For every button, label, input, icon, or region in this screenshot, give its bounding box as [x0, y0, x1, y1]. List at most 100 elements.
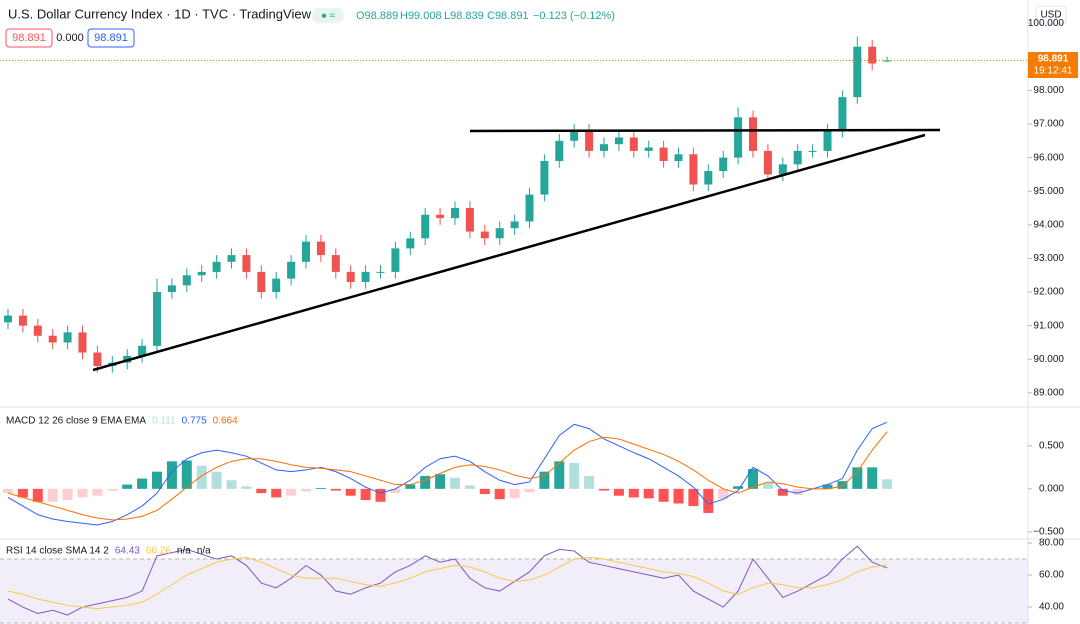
ohlc-change: −0.123 (−0.12%)	[533, 10, 615, 22]
histogram-bar	[599, 488, 609, 491]
candle-body	[704, 171, 713, 185]
candle-body	[465, 208, 474, 232]
y-tick-label: 95.000	[1033, 186, 1064, 197]
candle-body	[331, 255, 340, 272]
histogram-bar	[494, 488, 505, 500]
histogram-bar	[166, 461, 177, 489]
candle-body	[659, 147, 668, 161]
buy-price: 98.891	[94, 32, 128, 44]
y-tick-label: 93.000	[1033, 253, 1064, 264]
candle-body	[33, 325, 42, 336]
y-tick-label: 94.000	[1033, 219, 1064, 230]
histogram-bar	[524, 488, 535, 493]
currency-button[interactable]	[1035, 5, 1067, 25]
candle-body	[629, 137, 638, 151]
histogram-bar	[539, 471, 550, 489]
countdown: 19:12:41	[1034, 66, 1073, 77]
candle-body	[525, 194, 534, 222]
trend-line	[92, 133, 926, 372]
histogram-bar	[330, 488, 341, 491]
histogram-bar	[360, 488, 371, 501]
candle-body	[510, 221, 519, 229]
histogram-bar	[390, 488, 401, 494]
ohlc-close: C98.891	[487, 10, 529, 22]
histogram-bar	[32, 488, 43, 502]
candle-body	[287, 261, 296, 279]
histogram-bar	[509, 488, 520, 499]
candle-body	[614, 137, 623, 145]
histogram-bar	[211, 471, 222, 489]
histogram-bar	[226, 480, 237, 489]
candle-body	[361, 271, 370, 282]
candle-body	[316, 241, 325, 256]
y-tick-label: 97.000	[1033, 119, 1064, 130]
histogram-bar	[762, 482, 773, 489]
rsi-band	[0, 559, 1028, 624]
candle-body	[644, 147, 653, 151]
indicator-line	[7, 421, 888, 526]
histogram-bar	[256, 488, 267, 494]
indicator-title: RSI 14 close SMA 14 2	[6, 546, 109, 557]
candle-body	[495, 228, 504, 239]
histogram-bar	[181, 460, 192, 489]
candle-body	[212, 261, 221, 272]
histogram-bar	[822, 484, 833, 489]
legend-value: 0.775	[182, 416, 207, 427]
histogram-bar	[345, 488, 356, 496]
price-tag-value: 98.891	[1038, 54, 1069, 65]
histogram-bar	[777, 488, 788, 496]
candle-body	[585, 130, 594, 151]
histogram-bar	[584, 475, 595, 489]
candle-body	[853, 46, 862, 98]
histogram-bar	[107, 488, 118, 491]
candle-body	[63, 332, 72, 343]
y-tick-label: 90.000	[1033, 354, 1064, 365]
candle-body	[570, 130, 579, 141]
legend-value: 0.111	[152, 416, 176, 427]
y-tick-label: 100.000	[1028, 18, 1065, 29]
candle-body	[391, 248, 400, 272]
histogram-bar	[286, 488, 297, 496]
histogram-bar	[658, 488, 669, 502]
legend-value: n/a	[197, 546, 211, 557]
ohlc-high: H99.008	[400, 10, 442, 22]
histogram-bar	[718, 488, 729, 500]
legend-value: 66.26	[146, 546, 171, 557]
candle-body	[272, 278, 281, 293]
histogram-bar	[122, 484, 133, 489]
candle-body	[868, 46, 877, 64]
candle-body	[451, 208, 459, 219]
candle-body	[674, 154, 683, 161]
legend-value: 64.43	[115, 546, 140, 557]
candle-body	[480, 231, 489, 239]
candle-body	[182, 275, 191, 286]
y-tick-label: −0.500	[1033, 527, 1064, 538]
histogram-bar	[3, 488, 13, 494]
histogram-bar	[569, 463, 580, 489]
histogram-bar	[92, 488, 103, 496]
candle-body	[436, 214, 445, 219]
candle-body	[406, 238, 415, 249]
histogram-bar	[47, 488, 58, 502]
histogram-bar	[837, 481, 848, 489]
candle-body	[227, 255, 236, 262]
y-tick-label: 96.000	[1033, 152, 1064, 163]
histogram-bar	[748, 469, 758, 489]
sell-box[interactable]	[5, 28, 53, 48]
histogram-bar	[450, 477, 460, 489]
histogram-bar	[479, 488, 490, 495]
histogram-bar	[301, 488, 311, 492]
candle-body	[734, 117, 743, 158]
y-tick-label: 92.000	[1033, 287, 1064, 298]
ohlc-open: O98.889	[356, 10, 398, 22]
candle-body	[823, 130, 832, 151]
indicator-title: MACD 12 26 close 9 EMA EMA	[6, 416, 146, 427]
candle-body	[689, 154, 698, 185]
candle-body	[48, 335, 57, 343]
buy-box[interactable]	[87, 28, 135, 48]
y-tick-label: 60.00	[1039, 570, 1064, 581]
candle-body	[78, 332, 87, 353]
status-pill	[312, 8, 344, 23]
